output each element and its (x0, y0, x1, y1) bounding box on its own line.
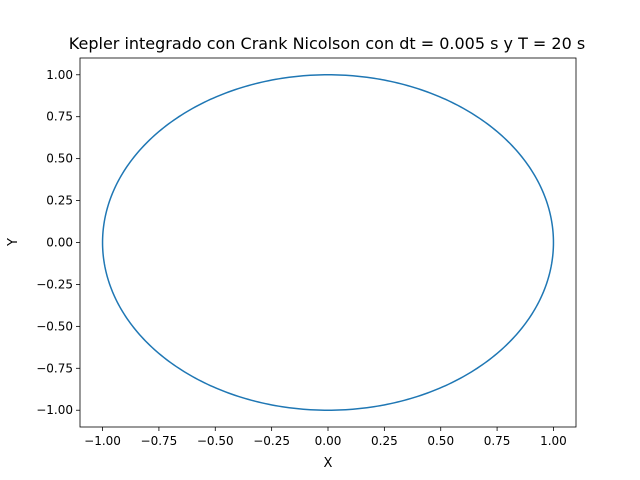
orbit-series-line (101, 74, 555, 411)
y-axis: −1.00 −0.75 −0.50 −0.25 0.00 0.25 0.50 0.75 1.00 (36, 68, 80, 417)
x-tick-label: −0.25 (253, 434, 290, 448)
x-tick-label: 1.00 (540, 434, 567, 448)
x-tick-label: −0.75 (141, 434, 178, 448)
x-tick-label: 0.25 (371, 434, 398, 448)
x-tick-label: −1.00 (84, 434, 121, 448)
y-tick-label: 0.25 (46, 194, 73, 208)
y-tick-label: 0.75 (46, 110, 73, 124)
x-axis-label: X (324, 456, 333, 471)
plot-area (101, 74, 555, 411)
x-axis: −1.00 −0.75 −0.50 −0.25 0.00 0.25 0.50 0.75 1.00 (84, 427, 567, 448)
y-tick-label: −0.75 (36, 361, 73, 375)
y-tick-label: −0.50 (36, 319, 73, 333)
y-tick-label: 1.00 (46, 68, 73, 82)
y-tick-label: 0.00 (46, 236, 73, 250)
y-tick-label: −1.00 (36, 403, 73, 417)
y-tick-label: −0.25 (36, 277, 73, 291)
x-tick-label: −0.50 (197, 434, 234, 448)
chart-title: Kepler integrado con Crank Nicolson con … (69, 34, 585, 53)
x-tick-label: 0.75 (484, 434, 511, 448)
y-axis-label: Y (6, 238, 21, 247)
y-tick-label: 0.50 (46, 152, 73, 166)
x-tick-label: 0.00 (315, 434, 342, 448)
x-tick-label: 0.50 (427, 434, 454, 448)
